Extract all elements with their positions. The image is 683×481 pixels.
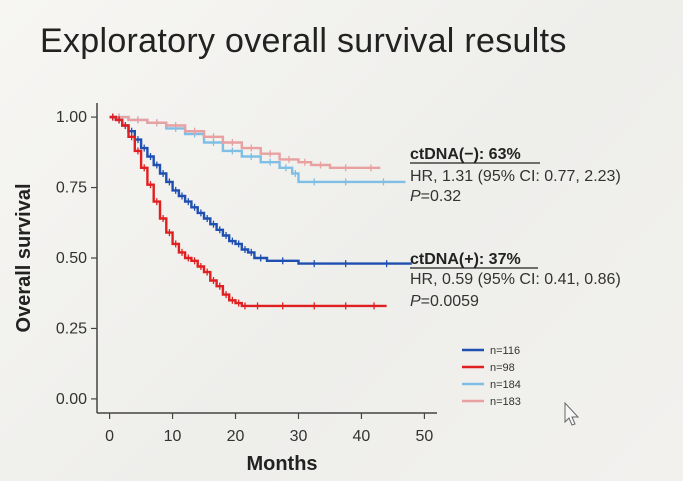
annotation-ctdna-positive-p: P=0.0059 <box>410 293 479 310</box>
annotation-ctdna-positive-hr: HR, 0.59 (95% CI: 0.41, 0.86) <box>410 271 621 288</box>
survival-curve-line <box>109 115 412 265</box>
slide-title: Exploratory overall survival results <box>40 22 567 60</box>
legend-label: n=116 <box>490 345 520 357</box>
y-tick-label: 0.50 <box>56 250 87 267</box>
mouse-cursor-icon <box>564 401 580 426</box>
survival-curve-line <box>109 115 387 308</box>
p-value: =0.32 <box>421 188 462 205</box>
y-axis-title: Overall survival <box>13 184 35 333</box>
y-tick-label: 0.75 <box>56 180 87 197</box>
x-tick-label: 30 <box>290 428 308 445</box>
annotation-ctdna-negative-heading: ctDNA(−): 63% <box>410 146 521 163</box>
annotation-ctdna-negative-p: P=0.32 <box>410 188 461 205</box>
y-tick-label: 0.25 <box>56 320 87 337</box>
x-tick-label: 20 <box>227 428 245 445</box>
y-axis-ticks: 0.00 0.25 0.50 0.75 1.00 <box>56 109 97 408</box>
annotation-ctdna-positive-heading: ctDNA(+): 37% <box>410 251 521 268</box>
y-tick-label: 1.00 <box>56 109 87 126</box>
annotation-ctdna-negative: ctDNA(−): 63% HR, 1.31 (95% CI: 0.77, 2.… <box>410 146 621 205</box>
annotation-ctdna-negative-hr: HR, 1.31 (95% CI: 0.77, 2.23) <box>410 168 621 185</box>
x-axis-ticks: 0 10 20 30 40 50 <box>105 413 433 445</box>
survival-curve-line <box>109 115 406 184</box>
survival-curve-line <box>109 115 381 169</box>
p-value: =0.0059 <box>421 293 479 310</box>
annotation-ctdna-positive: ctDNA(+): 37% HR, 0.59 (95% CI: 0.41, 0.… <box>410 251 621 310</box>
x-tick-label: 50 <box>416 428 434 445</box>
x-tick-label: 10 <box>164 428 182 445</box>
p-label: P <box>410 293 421 310</box>
legend-label: n=184 <box>490 379 521 391</box>
legend-label: n=98 <box>490 362 515 374</box>
p-label: P <box>410 188 421 205</box>
x-tick-label: 0 <box>105 428 114 445</box>
legend: n=116 n=98 n=184 n=183 <box>462 345 521 408</box>
x-tick-label: 40 <box>353 428 371 445</box>
y-tick-label: 0.00 <box>56 391 87 408</box>
x-axis-title: Months <box>246 453 317 475</box>
survival-curves <box>109 113 412 310</box>
legend-label: n=183 <box>490 396 521 408</box>
